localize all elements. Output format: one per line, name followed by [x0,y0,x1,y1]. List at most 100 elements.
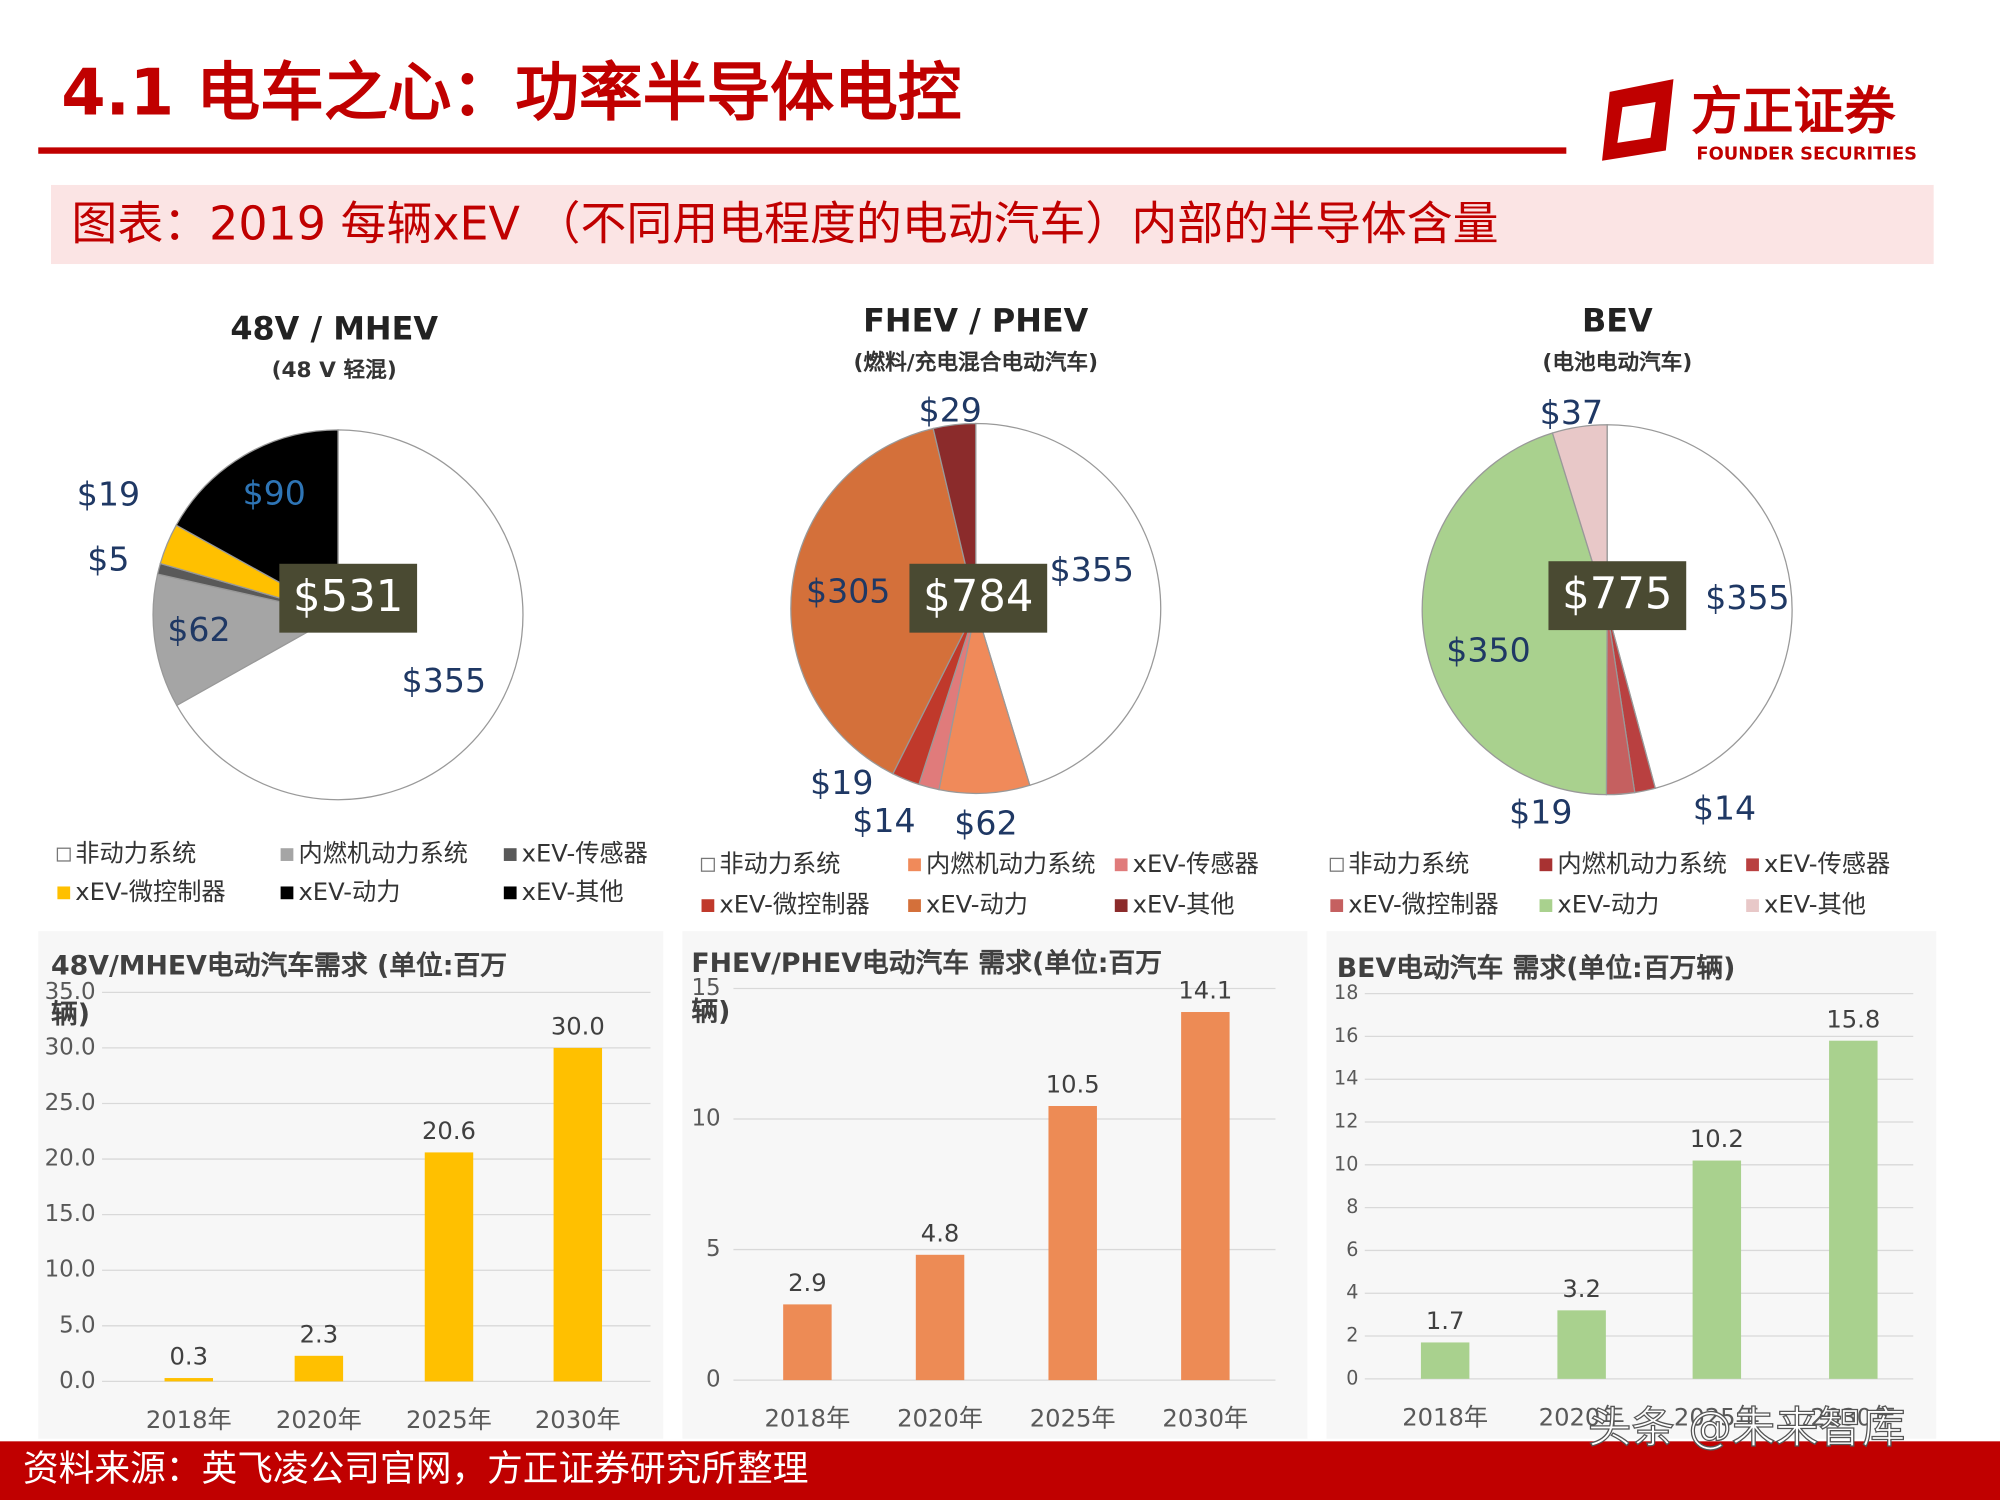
legend-swatch [56,847,71,862]
legend-swatch [1114,858,1128,872]
value-label: $5 [87,540,129,579]
y-tick-label: 2 [1346,1324,1358,1347]
value-label: $355 [1050,550,1134,589]
legend-swatch [1114,899,1128,912]
legend-swatch [280,886,294,900]
y-tick-label: 10 [691,1106,720,1132]
total-box [1548,561,1687,631]
pie-subtitle: (48 V 轻混) [272,357,397,383]
pie-total: $775 [1562,569,1672,619]
legend-swatch [701,899,715,912]
legend-label: 内燃机动力系统 [298,840,468,868]
pie-total: $784 [923,572,1033,622]
y-tick-label: 0 [706,1367,721,1393]
legend-label: xEV-动力 [298,878,400,906]
value-label: $62 [167,610,230,649]
value-label: $29 [919,390,982,429]
value-label: 10.2 [1690,1125,1744,1153]
pie-subtitle: (电池电动汽车) [1542,350,1692,376]
legend-label: xEV-动力 [926,891,1028,919]
slide-title: 4.1 电车之心：功率半导体电控 [61,57,961,131]
bar [294,1355,344,1382]
x-tick-label: 2030年 [535,1406,621,1434]
legend-swatch [1746,899,1759,912]
bar [1048,1105,1097,1381]
value-label: $19 [1509,792,1572,831]
legend-swatch [1330,899,1344,912]
value-label: 4.8 [921,1219,960,1247]
legend-label: xEV-微控制器 [75,878,225,906]
pie-title: FHEV / PHEV [863,302,1089,340]
y-tick-label: 16 [1334,1024,1358,1047]
legend-label: 非动力系统 [75,840,196,868]
bar [424,1152,474,1382]
y-tick-label: 30.0 [45,1034,96,1060]
bar [1420,1342,1470,1379]
x-tick-label: 2018年 [764,1405,850,1433]
pie-slice [932,422,977,609]
legend-label: 非动力系统 [1348,850,1469,878]
x-tick-label: 2018年 [1402,1403,1488,1431]
y-tick-label: 10.0 [45,1257,96,1283]
value-label: $19 [810,763,873,802]
value-label: 14.1 [1178,977,1232,1005]
legend-label: xEV-其他 [1133,891,1235,919]
footer-band [0,1441,2000,1500]
value-label: $90 [243,473,306,512]
x-tick-label: 2030年 [1162,1405,1248,1433]
chart-title: FHEV/PHEV电动汽车 需求(单位:百万辆) [691,947,1163,1027]
value-label: 3.2 [1562,1275,1601,1303]
value-label: $305 [806,572,890,611]
legend-label: xEV-微控制器 [719,891,869,919]
value-label: 0.3 [170,1343,209,1371]
x-tick-label: 2025年 [406,1406,492,1434]
legend-swatch [908,858,921,872]
legend-swatch [1539,899,1553,912]
y-tick-label: 6 [1346,1238,1358,1261]
pie-slice [1606,424,1793,790]
logo-english: FOUNDER SECURITIES [1696,143,1917,164]
x-tick-label: 2020年 [1539,1403,1625,1431]
y-tick-label: 35.0 [45,979,96,1005]
legend-label: xEV-传感器 [1133,850,1259,878]
value-label: $355 [1705,578,1789,617]
legend-label: xEV-动力 [1557,891,1659,919]
y-tick-label: 12 [1334,1110,1358,1133]
y-tick-label: 0.0 [59,1368,95,1394]
value-label: 20.6 [422,1117,476,1145]
legend-label: xEV-传感器 [1764,850,1890,878]
bar [783,1304,832,1381]
pie-slice [790,427,977,775]
legend-label: xEV-微控制器 [1348,891,1498,919]
chart-title: 48V/MHEV电动汽车需求 (单位:百万辆) [51,950,508,1030]
value-label: $14 [852,801,915,840]
value-label: $19 [77,475,140,514]
pie-subtitle: (燃料/充电混合电动汽车) [854,350,1098,376]
total-box [279,563,418,633]
legend-swatch [700,857,715,872]
legend-label: 内燃机动力系统 [926,850,1096,878]
legend-swatch [1539,858,1553,872]
value-label: $14 [1693,788,1756,827]
bar [164,1378,214,1382]
y-tick-label: 4 [1346,1281,1358,1304]
bar [1829,1040,1878,1379]
y-tick-label: 15 [691,975,720,1001]
subtitle: 图表：2019 每辆xEV （不同用电程度的电动汽车）内部的半导体含量 [71,197,1498,251]
bar [915,1254,965,1381]
logo-name: 方正证券 [1691,83,1896,142]
total-box [909,563,1048,633]
bar [1181,1012,1230,1381]
value-label: 10.5 [1046,1071,1100,1099]
x-tick-label: 2025年 [1674,1403,1760,1431]
legend-swatch [503,886,517,900]
value-label: $350 [1446,630,1530,669]
chart-title-box: 48V/MHEV电动汽车需求 (单位:百万辆) [51,950,508,1030]
x-tick-label: 2030年 [1810,1403,1896,1431]
value-label: $355 [402,661,486,700]
pie-slice [975,422,1162,787]
y-tick-label: 14 [1334,1067,1358,1090]
y-tick-label: 8 [1346,1195,1358,1218]
y-tick-label: 5 [706,1236,721,1262]
value-label: 15.8 [1826,1005,1880,1033]
